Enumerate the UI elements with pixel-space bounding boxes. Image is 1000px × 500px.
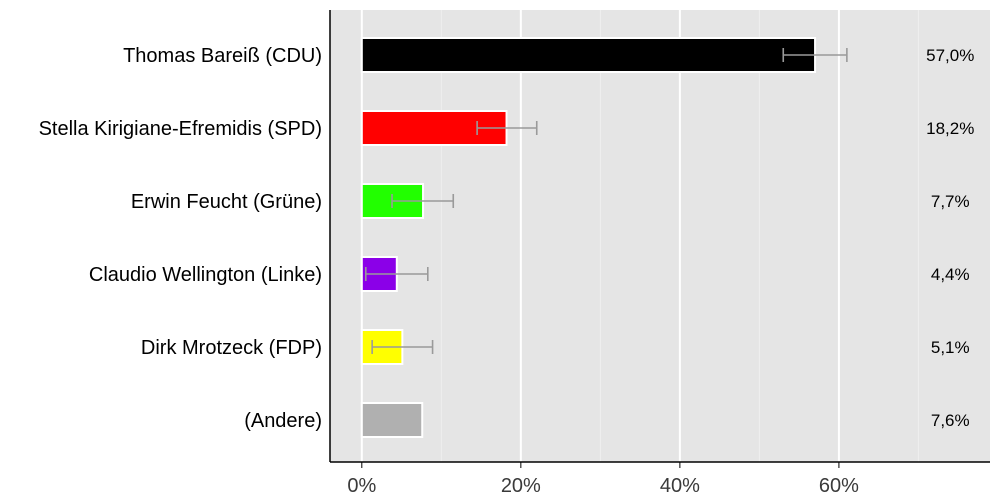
category-labels: Thomas Bareiß (CDU) Stella Kirigiane-Efre… <box>39 45 322 432</box>
bar <box>360 402 424 438</box>
category-label: Erwin Feucht (Grüne) <box>131 191 322 213</box>
category-label: Thomas Bareiß (CDU) <box>123 45 322 67</box>
error-bars <box>364 48 848 354</box>
value-label: 7,7% <box>931 192 970 211</box>
bars <box>360 37 817 438</box>
category-label: Dirk Mrotzeck (FDP) <box>141 337 322 359</box>
value-label: 18,2% <box>926 119 974 138</box>
value-label: 57,0% <box>926 46 974 65</box>
category-label: (Andere) <box>244 410 322 432</box>
value-labels: 57,0% 18,2% 7,7% 4,4% 5,1% 7,6% <box>926 46 974 430</box>
x-tick-label: 0% <box>347 475 376 497</box>
plot-background <box>330 10 990 462</box>
category-label: Claudio Wellington (Linke) <box>89 264 322 286</box>
category-label: Stella Kirigiane-Efremidis (SPD) <box>39 118 322 140</box>
minor-grid <box>440 10 919 462</box>
value-label: 7,6% <box>931 411 970 430</box>
x-axis-ticks: 0% 20% 40% 60% <box>347 462 859 497</box>
value-label: 5,1% <box>931 338 970 357</box>
value-label: 4,4% <box>931 265 970 284</box>
major-grid <box>360 10 840 462</box>
x-tick-label: 40% <box>660 475 700 497</box>
x-tick-label: 20% <box>501 475 541 497</box>
bar <box>360 37 817 73</box>
x-tick-label: 60% <box>819 475 859 497</box>
